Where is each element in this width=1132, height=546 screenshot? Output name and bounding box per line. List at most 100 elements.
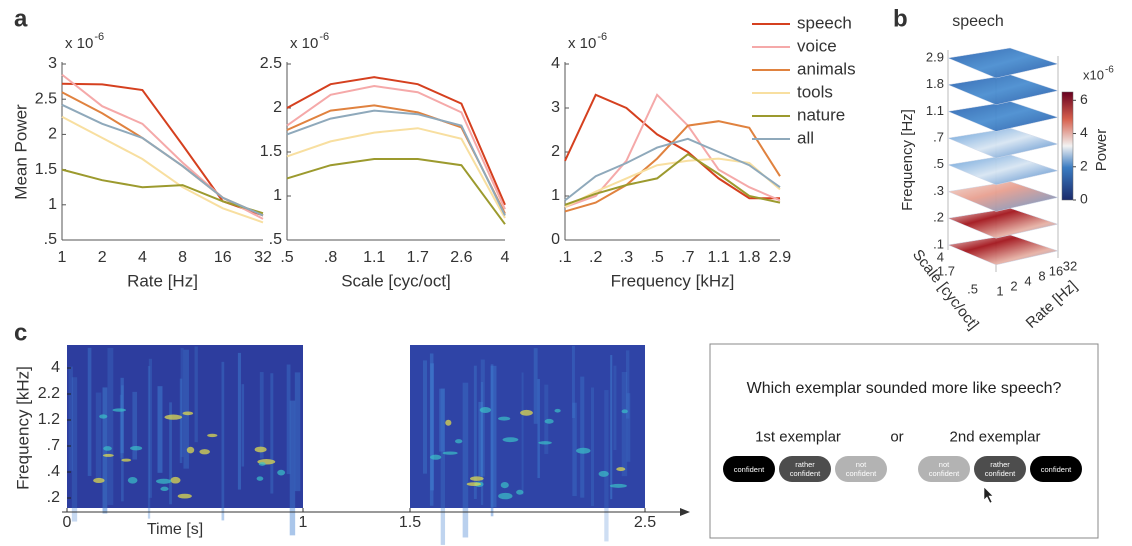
spectrogram-streak <box>572 402 577 497</box>
heat-layer <box>947 127 1059 159</box>
y-tick-label: 1 <box>551 187 560 204</box>
stack-depth-label: 4 <box>937 249 944 264</box>
panel-letter: b <box>893 5 908 32</box>
y-tick-label: 2.2 <box>38 385 60 402</box>
confidence-button[interactable]: confident <box>723 456 775 482</box>
y-tick-label: 2 <box>273 99 282 116</box>
spectrogram-streak <box>68 366 73 471</box>
spectrogram-streak <box>169 402 172 505</box>
spectrogram-energy <box>99 414 108 419</box>
spectrogram-streak <box>521 372 524 495</box>
spectrogram-streak <box>157 386 163 473</box>
y-tick-label: 1 <box>273 187 282 204</box>
stack-y-label: 1.8 <box>926 76 944 91</box>
spectrogram-streak <box>440 388 446 545</box>
spectrogram-streak <box>147 366 151 519</box>
spectrogram-streak <box>286 364 291 475</box>
spectrogram-streak <box>237 352 241 490</box>
x-axis-label: Rate [Hz] <box>127 271 198 290</box>
spectrogram-energy <box>479 407 492 413</box>
spectrogram-energy <box>544 418 554 424</box>
spectrogram-streak <box>625 350 630 419</box>
spectrogram-energy <box>429 454 442 460</box>
x-tick-label: .8 <box>324 249 337 266</box>
colorbar-multiplier: x10 <box>1083 67 1104 82</box>
spectrogram-streak <box>621 371 628 477</box>
stack-y-label: .5 <box>933 156 944 171</box>
spectrogram-streak <box>626 393 631 462</box>
y-tick-label: 2.5 <box>35 90 57 107</box>
spectrogram-energy <box>102 453 114 457</box>
y-multiplier: x 10 <box>568 35 596 52</box>
x-tick-label: .5 <box>280 249 293 266</box>
y-tick-label: 2.5 <box>260 55 282 72</box>
confidence-button[interactable]: not confident <box>835 456 887 482</box>
legend-label: voice <box>797 36 837 55</box>
series-line <box>61 115 264 224</box>
spectrogram-energy <box>207 433 218 438</box>
spectrogram-streak <box>270 373 274 494</box>
spectrogram-energy <box>554 408 561 413</box>
spectrogram-energy <box>93 477 105 484</box>
stack-y-axis-label: Frequency [Hz] <box>899 109 916 211</box>
spectrogram-energy <box>127 476 138 484</box>
spectrogram-energy <box>498 492 513 500</box>
confidence-button[interactable]: rather confident <box>974 456 1026 482</box>
y-tick-label: 2 <box>48 126 57 143</box>
series-line <box>564 120 781 213</box>
x-tick-label: .7 <box>681 249 694 266</box>
stack-x-label: 2 <box>1010 278 1017 293</box>
x-tick-label: 16 <box>214 249 232 266</box>
spectrogram-energy <box>277 469 286 476</box>
confidence-button[interactable]: rather confident <box>779 456 831 482</box>
spectrogram-streak <box>590 387 595 507</box>
confidence-button[interactable]: not confident <box>918 456 970 482</box>
x-tick-label: 1 <box>299 514 308 531</box>
spectrogram-streak <box>423 360 427 474</box>
spectrogram-energy <box>616 467 626 472</box>
spectrogram-streak <box>604 390 609 542</box>
series-line <box>564 137 781 202</box>
spectrogram-streak <box>490 364 494 517</box>
spectrogram-streak <box>544 384 549 454</box>
spectrogram-streak <box>87 347 92 476</box>
spectrogram-streak <box>102 387 108 514</box>
spectrogram-energy <box>170 476 181 484</box>
spectrogram-streak <box>462 382 469 538</box>
spectrogram-streak <box>221 361 225 521</box>
spectrogram-energy <box>130 446 143 451</box>
dialog-question: Which exemplar sounded more like speech? <box>746 380 1062 397</box>
dialog-first-label: 1st exemplar <box>755 428 841 446</box>
spectrogram-streak <box>289 400 296 536</box>
spectrogram-energy <box>470 476 484 481</box>
spectrogram-streak <box>478 401 483 477</box>
spectrogram-streak <box>119 394 123 459</box>
x-axis-label: Frequency [kHz] <box>611 271 735 290</box>
x-tick-label: 2 <box>98 249 107 266</box>
spectrogram-streak <box>148 358 152 498</box>
series-line <box>61 82 264 217</box>
series-line <box>61 73 264 220</box>
x-tick-label: 1.5 <box>399 514 421 531</box>
confidence-button[interactable]: confident <box>1030 456 1082 482</box>
spectrogram-energy <box>156 478 172 484</box>
heat-layer <box>947 154 1059 186</box>
spectrogram-energy <box>121 458 132 462</box>
spectrogram-energy <box>199 449 210 455</box>
spectrogram-energy <box>466 482 482 487</box>
y-tick-label: 1 <box>48 196 57 213</box>
legend-label: tools <box>797 82 833 101</box>
spectrogram-energy <box>256 476 264 481</box>
spectrogram-streak <box>259 372 264 459</box>
spectrogram-streak <box>490 365 497 508</box>
spectrogram-energy <box>177 493 192 499</box>
stack-x-label: 8 <box>1038 268 1045 283</box>
stack-depth-label: .5 <box>967 281 978 296</box>
spectrogram-streak <box>580 376 585 498</box>
spectrogram-streak <box>480 381 484 505</box>
heat-layer <box>947 234 1059 266</box>
y-tick-label: 3 <box>48 55 57 72</box>
spectrogram-streak <box>180 348 184 457</box>
series-line <box>286 84 506 210</box>
